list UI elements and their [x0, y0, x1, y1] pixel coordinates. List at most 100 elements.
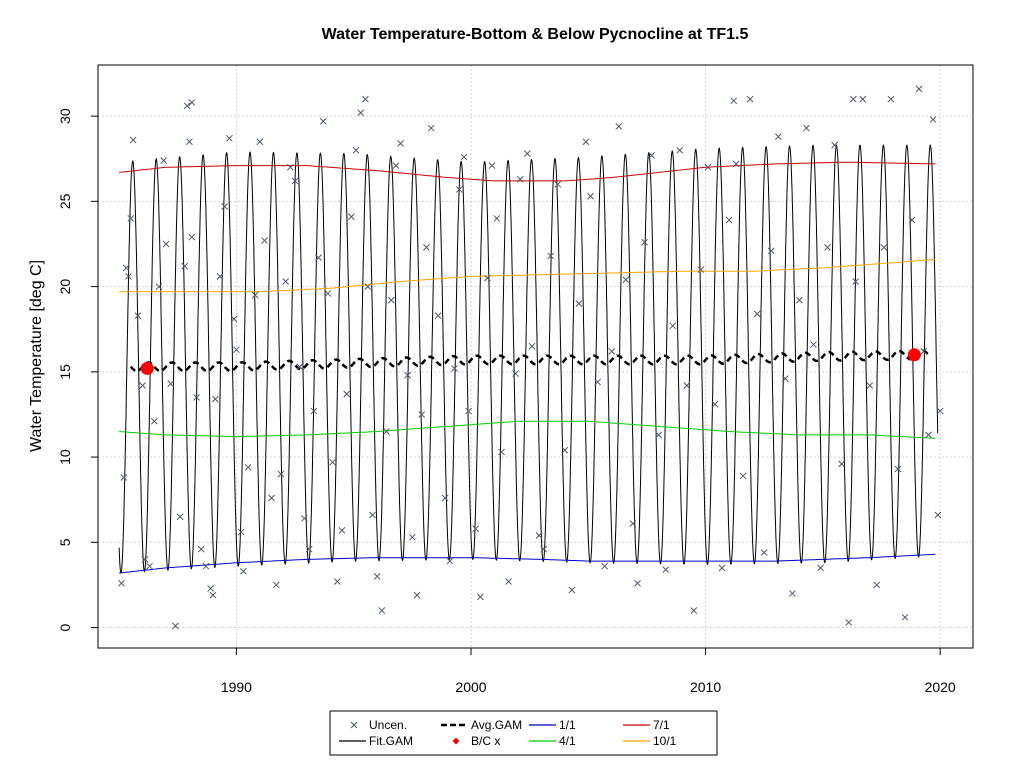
uncensored-point [118, 579, 125, 587]
uncensored-point [575, 300, 583, 308]
uncensored-point [287, 163, 294, 171]
uncensored-point [408, 533, 416, 541]
uncensored-point [423, 244, 430, 251]
uncensored-point [373, 573, 381, 580]
uncensored-point [347, 213, 355, 221]
uncensored-point [516, 175, 524, 183]
uncensored-point [852, 278, 860, 285]
uncensored-point [641, 238, 648, 246]
data-points [118, 85, 944, 630]
x-tick-label: 2010 [690, 679, 721, 695]
uncensored-point [291, 177, 299, 185]
uncensored-point [718, 564, 726, 572]
uncensored-point [554, 180, 562, 188]
uncensored-point [183, 102, 191, 110]
uncensored-point [338, 527, 346, 534]
uncensored-point [460, 153, 468, 161]
uncensored-point [535, 532, 543, 539]
uncensored-point [397, 140, 404, 147]
uncensored-point [704, 163, 712, 171]
uncensored-point [413, 591, 421, 599]
uncensored-point [333, 578, 341, 585]
uncensored-point [150, 417, 158, 425]
uncensored-point [207, 584, 214, 592]
uncensored-point [512, 370, 519, 377]
uncensored-point [669, 322, 677, 330]
uncensored-point [498, 448, 505, 456]
y-tick-label: 0 [57, 623, 73, 631]
uncensored-point [505, 578, 512, 585]
uncensored-point [305, 545, 313, 553]
uncensored-point [894, 465, 902, 473]
uncensored-point [122, 264, 130, 272]
uncensored-point [831, 141, 838, 149]
uncensored-point [817, 564, 824, 572]
uncensored-point [197, 545, 205, 553]
uncensored-point [310, 407, 318, 415]
uncensored-point [211, 395, 219, 403]
uncensored-point [810, 341, 817, 348]
uncensored-point [629, 520, 637, 527]
legend-item-avg-gam: Avg.GAM [441, 718, 522, 732]
plot-frame [97, 64, 974, 649]
uncensored-point [908, 216, 916, 224]
uncensored-point [268, 494, 275, 502]
uncensored-point [221, 203, 229, 210]
uncensored-point [155, 283, 163, 290]
uncensored-point [237, 528, 245, 536]
uncensored-point [725, 216, 733, 224]
uncensored-point [188, 233, 196, 241]
uncensored-point [561, 446, 569, 454]
uncensored-point [176, 513, 184, 521]
uncensored-point [774, 133, 782, 140]
uncensored-point [920, 348, 928, 355]
uncensored-point [465, 407, 472, 415]
uncensored-point [418, 411, 426, 418]
uncensored-point [146, 562, 153, 570]
uncensored-point [357, 109, 365, 117]
uncensored-point [472, 525, 480, 533]
uncensored-point [690, 607, 698, 614]
uncensored-point [488, 162, 496, 169]
uncensored-point [767, 247, 775, 255]
uncensored-point [251, 291, 259, 299]
uncensored-point [162, 240, 170, 248]
uncensored-point [282, 278, 290, 285]
uncensored-point [261, 237, 268, 244]
uncensored-point [256, 138, 264, 146]
uncensored-point [392, 162, 400, 169]
uncensored-point [730, 97, 738, 105]
uncensored-point [319, 117, 327, 125]
series-1-1 [119, 553, 936, 574]
series-4-1 [119, 420, 936, 439]
uncensored-point [378, 607, 386, 614]
uncensored-point [352, 146, 360, 154]
x-tick-label: 1990 [221, 679, 252, 695]
uncensored-point [441, 494, 449, 502]
uncensored-point [296, 363, 304, 371]
uncensored-point [845, 619, 853, 626]
uncensored-point [929, 116, 937, 123]
uncensored-point [172, 622, 179, 630]
uncensored-point [753, 310, 761, 318]
legend-diamond-icon [452, 737, 460, 745]
y-tick-label: 30 [57, 108, 73, 124]
uncensored-point [362, 95, 369, 103]
uncensored-point [477, 593, 484, 601]
uncensored-point [697, 266, 705, 273]
series-7-1 [119, 161, 936, 182]
uncensored-point [587, 192, 594, 200]
uncensored-point [209, 591, 217, 599]
legend-item-1-1: 1/1 [529, 718, 576, 732]
legend: Uncen. Fit.GAM Avg.GAM B/C x 1/1 4/1 7/1 10/1 [329, 710, 718, 756]
legend-label: Fit.GAM [369, 734, 413, 748]
legend-label: 4/1 [559, 734, 576, 748]
legend-item-4-1: 4/1 [529, 734, 576, 748]
uncensored-point [655, 431, 663, 439]
uncensored-point [226, 134, 233, 142]
uncensored-point [127, 215, 135, 222]
legend-label: 10/1 [653, 734, 677, 748]
uncensored-point [188, 99, 196, 106]
uncensored-point [662, 566, 670, 573]
uncensored-point [383, 428, 390, 435]
